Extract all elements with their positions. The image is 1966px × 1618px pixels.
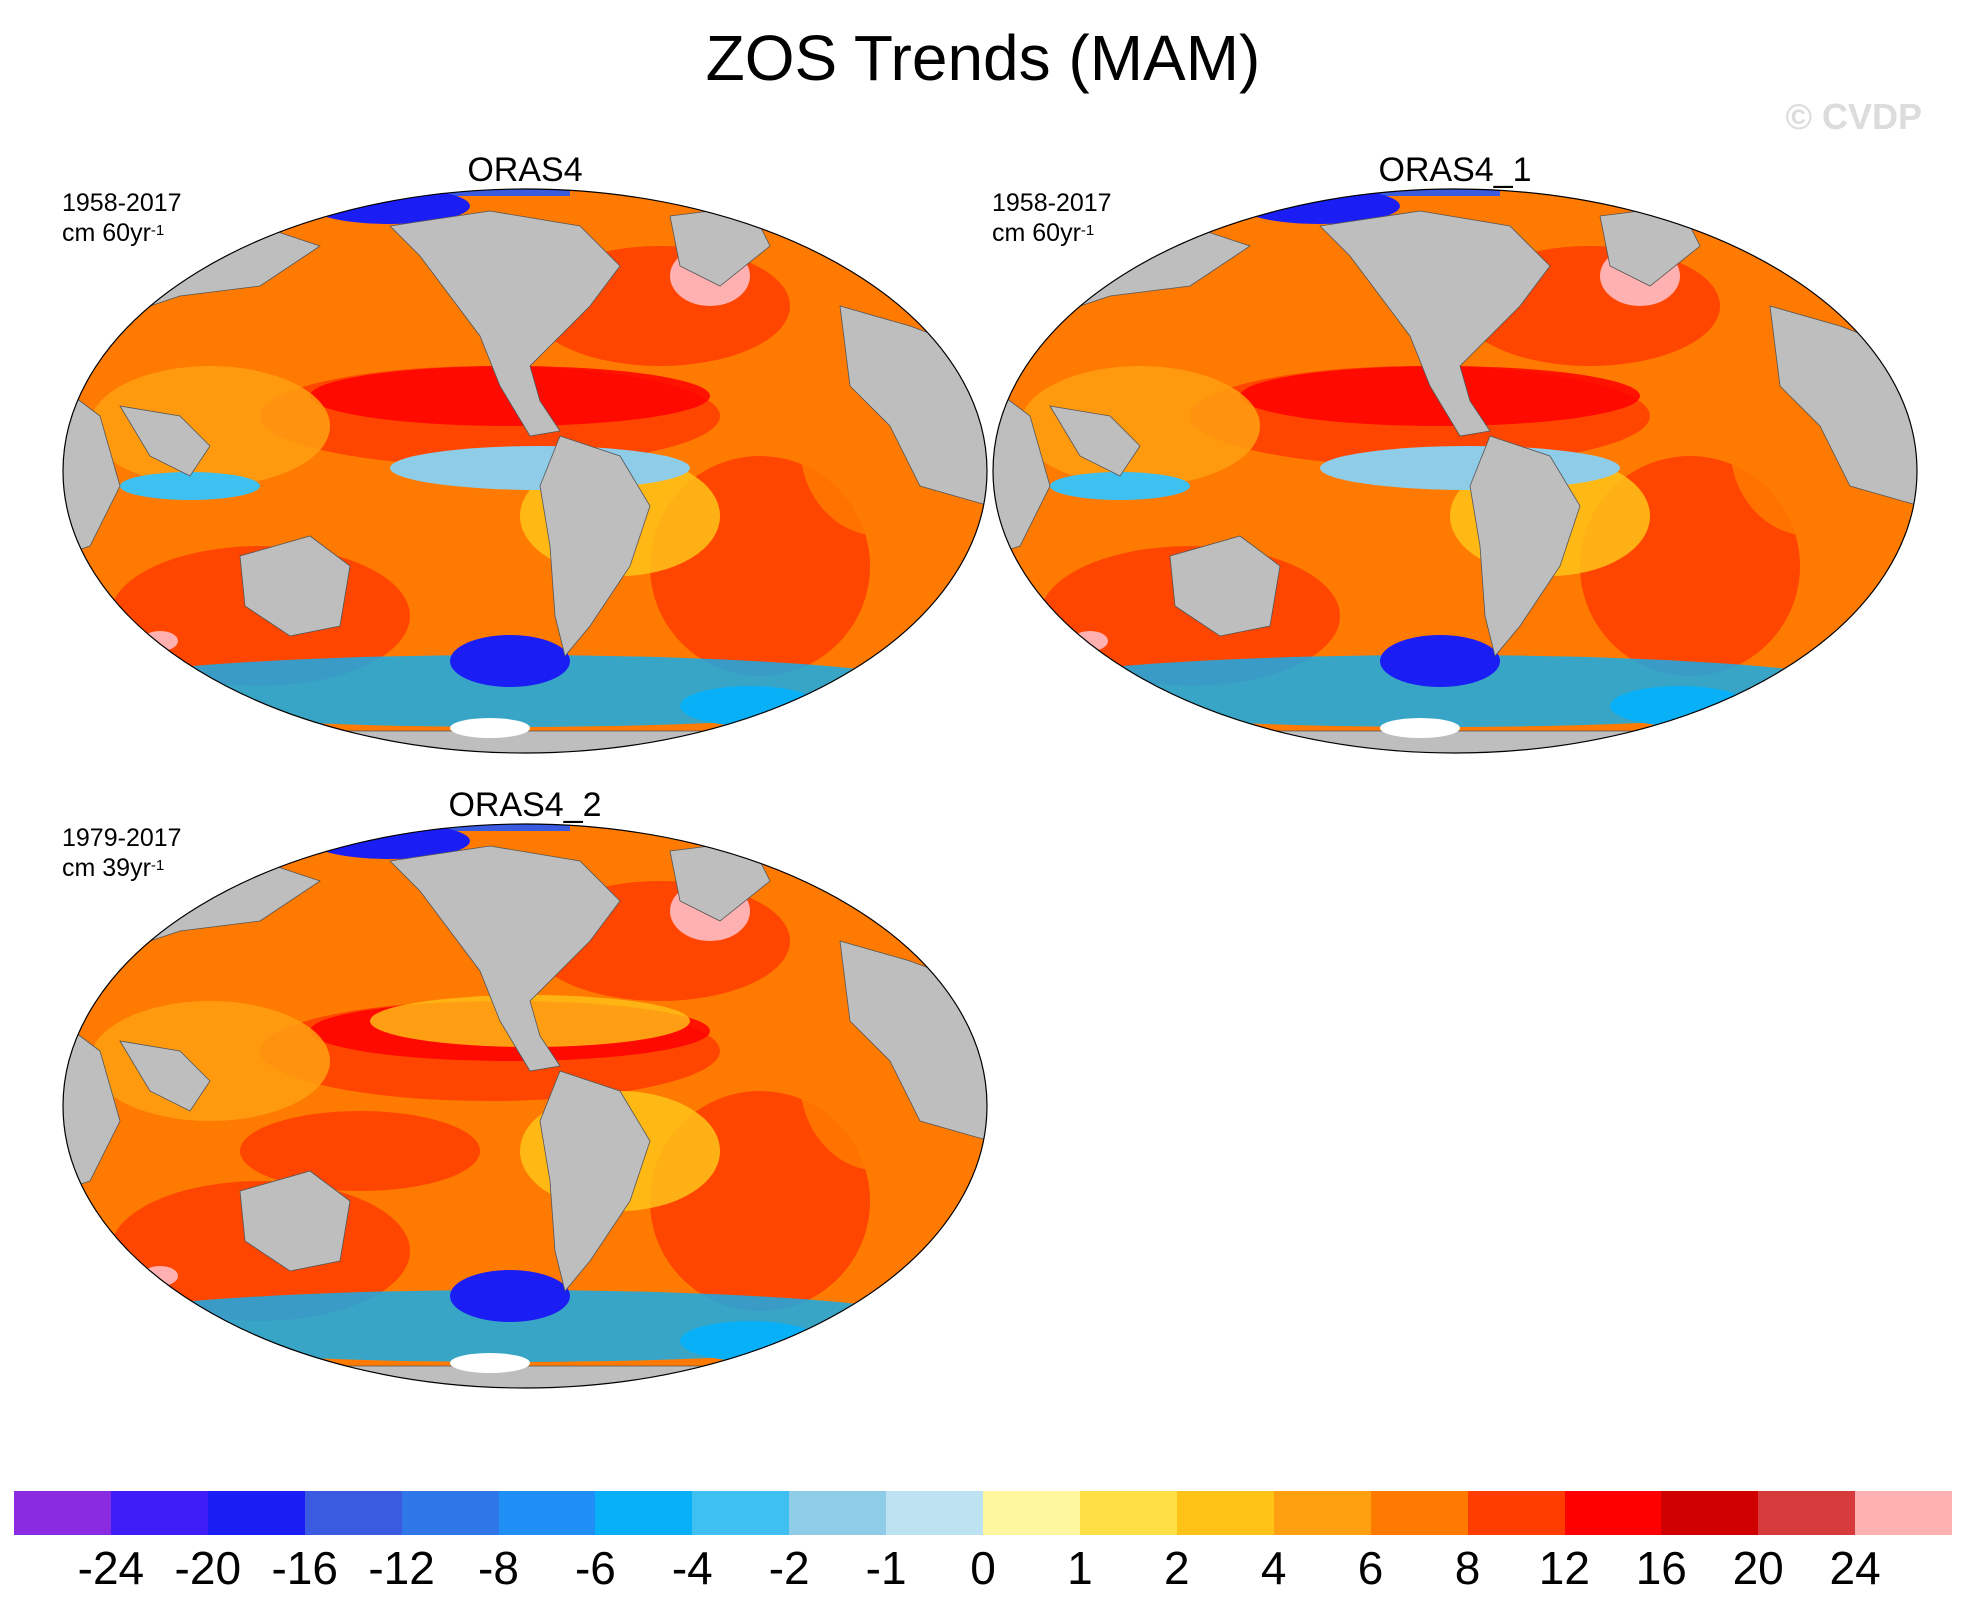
colorbar-swatch [1758,1491,1856,1535]
landmass [239,1170,351,1272]
colorbar-tick-label: 24 [1829,1542,1881,1594]
colorbar-tick-label: -16 [271,1542,338,1594]
colorbar-tick-label: 12 [1538,1542,1590,1594]
colorbar-swatch [886,1491,984,1535]
panel-period: 1979-2017 [62,824,182,852]
landmass [993,730,1917,753]
colorbar-tick-label: 1 [1067,1542,1093,1594]
colorbar-swatch [789,1491,887,1535]
map-content [63,824,987,1388]
map-oras4-2 [62,823,988,1389]
colorbar-swatch [1370,1491,1468,1535]
map-content [63,189,987,753]
colorbar-swatch [1176,1491,1274,1535]
colorbar-swatch [1467,1491,1565,1535]
panel-units: cm 60yr-1 [62,219,165,247]
colorbar-swatch [1661,1491,1759,1535]
landmass [993,385,1051,557]
landmass [539,1070,651,1292]
landmass [63,1020,121,1192]
colorbar-tick-label: 2 [1164,1542,1190,1594]
colorbar-swatch [401,1491,499,1535]
landmass [63,1365,987,1388]
colorbar-labels: -24 -20 -16 -12 -8 -6 -4 -2 -1 0 1 2 4 6 8 12 16 20 24 [14,1540,1952,1600]
panel-title: ORAS4_1 [1378,151,1532,189]
panel-title: ORAS4_2 [448,786,602,824]
landmass [539,435,651,657]
colorbar-swatch [1855,1491,1953,1535]
landmass [1319,210,1551,437]
landmass [119,1040,211,1112]
panel-oras4: ORAS4 1958-2017 cm 60yr-1 [60,150,990,770]
colorbar-tick-label: 4 [1260,1542,1287,1594]
colorbar-swatch [595,1491,693,1535]
panel-oras4-2: ORAS4_2 1979-2017 cm 39yr-1 [60,785,990,1405]
colorbar-tick-label: -12 [368,1542,435,1594]
colorbar-tick-label: 0 [970,1542,996,1594]
colorbar-swatch [983,1491,1080,1535]
map-content [993,189,1917,753]
colorbar-swatch [498,1491,596,1535]
landmass [1169,535,1281,637]
colorbar-swatch [207,1491,305,1535]
colorbar-tick-label: 8 [1454,1542,1481,1594]
watermark: © CVDP [1785,96,1922,137]
colorbar-swatch [304,1491,402,1535]
colorbar-tick-label: -4 [671,1542,713,1594]
landmass [389,845,621,1072]
landmass [389,210,621,437]
panel-units: cm 60yr-1 [992,219,1095,247]
panel-title: ORAS4 [467,151,583,189]
colorbar-tick-label: -1 [865,1542,907,1594]
colorbar-swatch [1564,1491,1662,1535]
colorbar-tick-label: -6 [574,1542,616,1594]
colorbar-swatch [1079,1491,1177,1535]
map-oras4-1 [992,188,1918,754]
colorbar-tick-label: -2 [768,1542,810,1594]
panel-oras4-1: ORAS4_1 1958-2017 cm 60yr-1 [990,150,1920,770]
landmass [239,535,351,637]
landmass [119,405,211,477]
colorbar-tick-label: 6 [1357,1542,1384,1594]
figure-title: ZOS Trends (MAM) [705,22,1261,94]
landmass [1469,435,1581,657]
colorbar-swatch [110,1491,208,1535]
landmass [63,730,987,753]
panel-period: 1958-2017 [992,189,1112,217]
panel-period: 1958-2017 [62,189,182,217]
colorbar-tick-label: 16 [1635,1542,1687,1594]
colorbar-swatch [14,1491,111,1535]
colorbar-swatch [692,1491,790,1535]
landmass [1049,405,1141,477]
landmass [63,385,121,557]
panel-units: cm 39yr-1 [62,854,165,882]
colorbar-tick-label: -24 [77,1542,145,1594]
colorbar-swatch [1273,1491,1371,1535]
colorbar-tick-label: -8 [478,1542,519,1594]
colorbar-tick-label: 20 [1732,1542,1784,1594]
colorbar-tick-label: -20 [174,1542,242,1594]
colorbar [14,1491,1953,1535]
map-oras4 [62,188,988,754]
